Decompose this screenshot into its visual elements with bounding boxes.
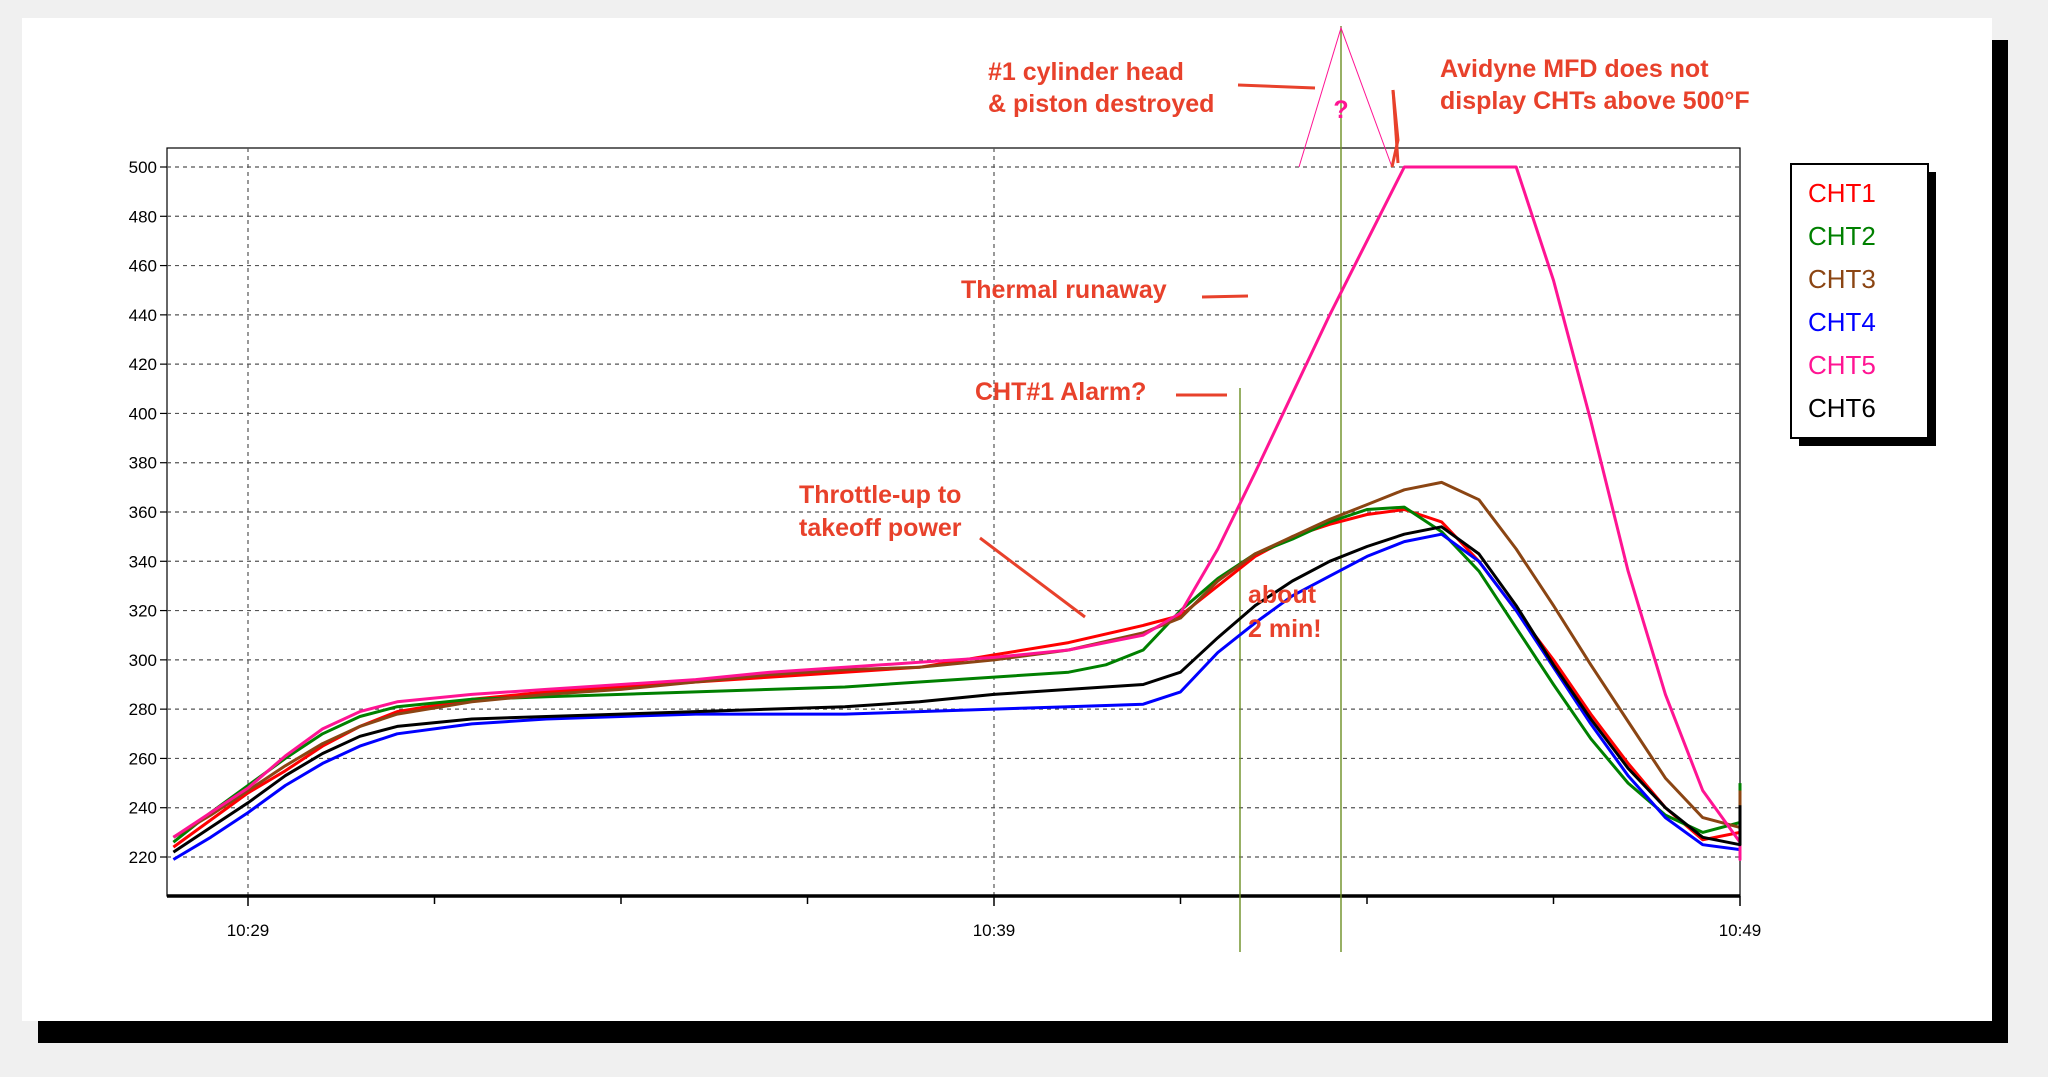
annotation-cylinder-destroyed-line: #1 cylinder head (988, 58, 1184, 86)
y-tick-label: 440 (129, 306, 157, 325)
guide-lines (1239, 26, 1342, 952)
series-line-cht4 (172, 532, 1742, 861)
peak-triangle (1298, 26, 1393, 168)
y-tick-label: 360 (129, 503, 157, 522)
annotation-about-2-min-line: about (1248, 581, 1317, 609)
y-tick-label: 380 (129, 454, 157, 473)
series-line-cht6 (172, 525, 1742, 854)
legend-entry-cht1: CHT1 (1808, 178, 1876, 208)
legend-entry-cht4: CHT4 (1808, 307, 1876, 337)
annotation-mfd-limit-line: display CHTs above 500°F (1440, 87, 1750, 115)
annotation-cylinder-destroyed-line: & piston destroyed (988, 90, 1214, 118)
series-line-cht1 (172, 508, 1742, 849)
annotation-about-2-min: about 2 min! (1248, 581, 1322, 643)
legend-entry-cht2: CHT2 (1808, 221, 1876, 251)
y-tick-label: 320 (129, 602, 157, 621)
annotation-throttle-up-line: takeoff power (799, 514, 962, 542)
y-tick-label: 340 (129, 552, 157, 571)
leader-cylinder (1237, 83, 1316, 90)
legend: CHT1 CHT2 CHT3 CHT4 CHT5 CHT6 (1790, 163, 1936, 446)
annotation-mfd-limit: Avidyne MFD does not display CHTs above 5… (1440, 55, 1750, 115)
annotation-cht1-alarm: CHT#1 Alarm? (975, 378, 1146, 406)
legend-entry-cht5: CHT5 (1808, 350, 1876, 380)
plot-area (166, 147, 1741, 897)
annotation-mfd-limit-line: Avidyne MFD does not (1440, 55, 1709, 83)
x-tick-label: 10:29 (227, 921, 270, 940)
y-tick-label: 500 (129, 158, 157, 177)
legend-entry-cht6: CHT6 (1808, 393, 1876, 423)
x-tick-label: 10:49 (1719, 921, 1762, 940)
annotation-thermal-runaway-line: Thermal runaway (961, 276, 1167, 304)
legend-entry-cht3: CHT3 (1808, 264, 1876, 294)
leader-mfd-tip (1390, 89, 1400, 168)
annotation-question-mark-line: ? (1333, 96, 1348, 124)
legend-box (1790, 163, 1929, 439)
y-tick-label: 480 (129, 207, 157, 226)
annotation-throttle-up-line: Throttle-up to (799, 481, 961, 509)
annotation-question-mark: ? (1333, 96, 1348, 124)
series-lines (172, 165, 1742, 861)
annotation-cht1-alarm-line: CHT#1 Alarm? (975, 378, 1146, 406)
y-tick-label: 280 (129, 700, 157, 719)
series-line-cht5 (172, 165, 1742, 861)
y-tick-label: 400 (129, 404, 157, 423)
y-tick-label: 460 (129, 257, 157, 276)
y-tick-label: 240 (129, 799, 157, 818)
series-line-cht3 (172, 480, 1742, 839)
annotation-throttle-up: Throttle-up to takeoff power (799, 481, 962, 542)
y-tick-label: 260 (129, 749, 157, 768)
y-tick-label: 300 (129, 651, 157, 670)
series-line-cht2 (172, 505, 1742, 844)
annotation-cylinder-destroyed: #1 cylinder head & piston destroyed (988, 58, 1214, 118)
leader-runaway (1201, 294, 1249, 299)
axes: 220 240 260 280 300 320 340 360 380 400 420 440 460 4… (129, 158, 1762, 940)
leader-throttle (979, 536, 1086, 619)
y-tick-label: 420 (129, 355, 157, 374)
annotation-thermal-runaway: Thermal runaway (961, 276, 1167, 304)
annotation-about-2-min-line: 2 min! (1248, 615, 1322, 643)
annotations: #1 cylinder head & piston destroyed Avidyn… (799, 26, 1750, 643)
y-tick-label: 220 (129, 848, 157, 867)
x-tick-label: 10:39 (973, 921, 1016, 940)
